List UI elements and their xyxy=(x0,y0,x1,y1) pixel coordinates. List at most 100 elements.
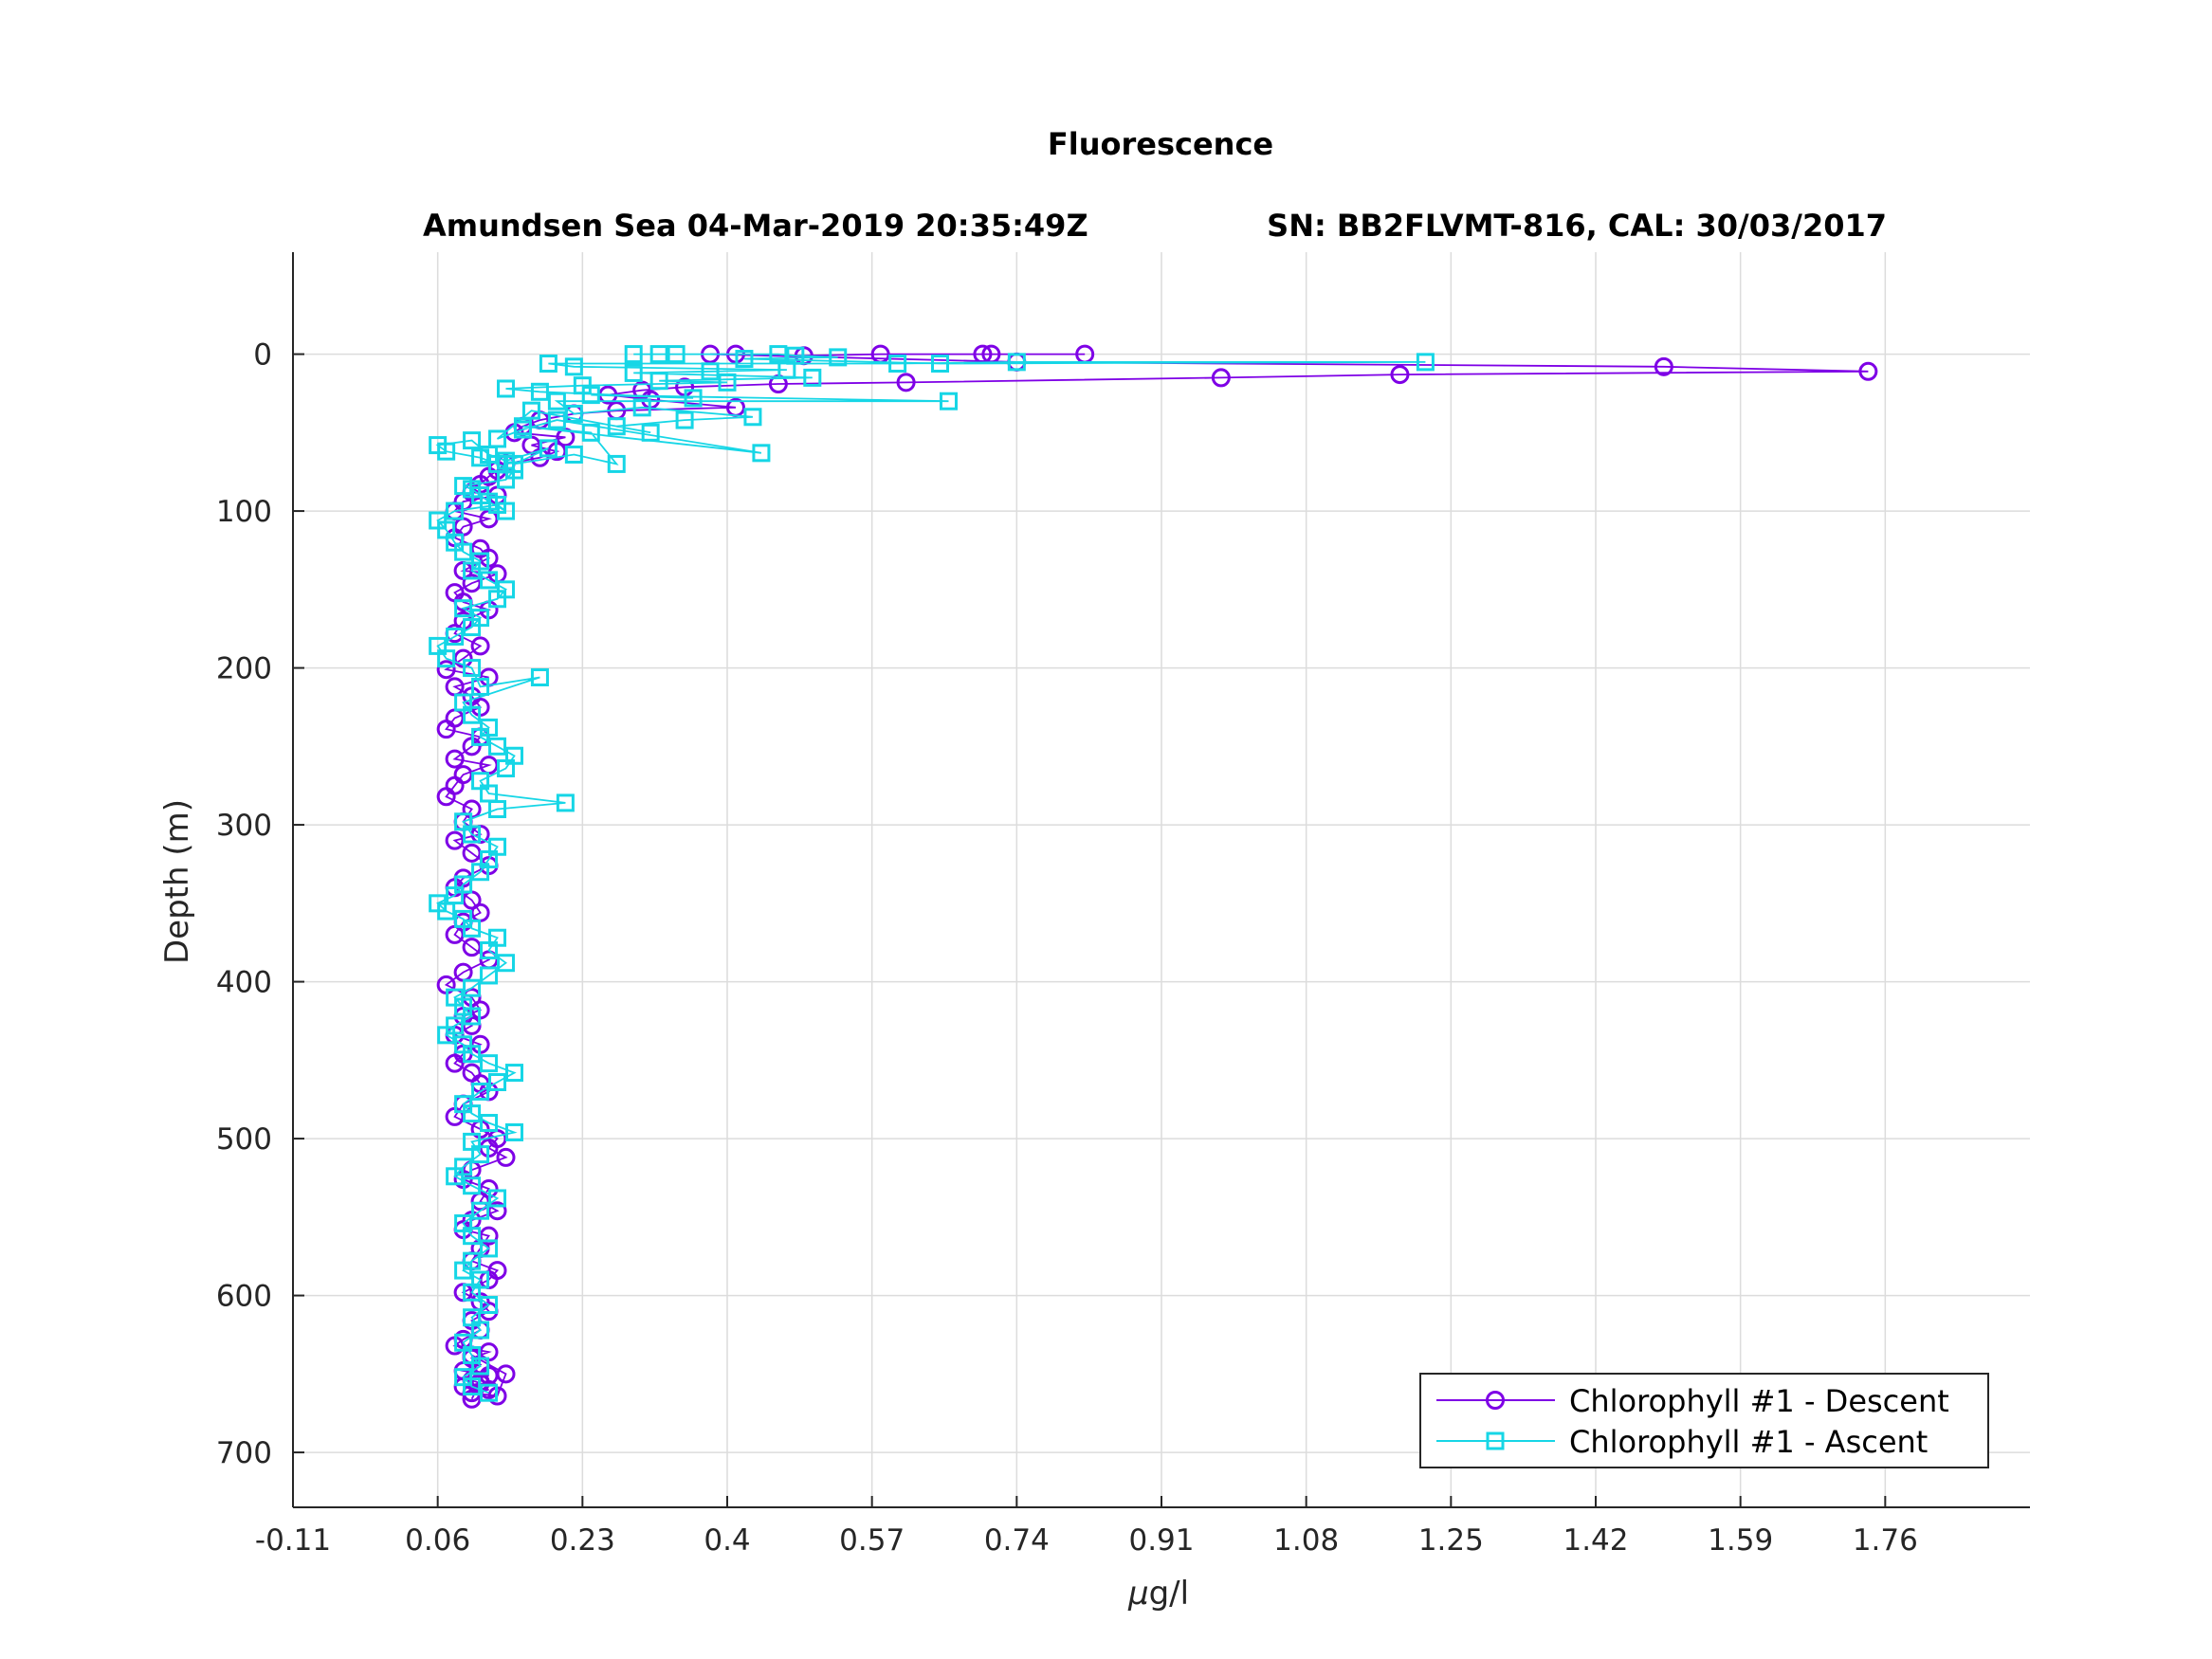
data-point xyxy=(939,392,958,410)
data-point xyxy=(564,404,583,423)
data-point xyxy=(454,1035,473,1054)
data-point xyxy=(429,636,448,655)
legend: Chlorophyll #1 - Descent Chlorophyll #1 … xyxy=(1419,1373,1989,1468)
y-tick-label: 0 xyxy=(253,338,272,373)
chart-subtitle-right: SN: BB2FLVMT-816, CAL: 30/03/2017 xyxy=(1267,208,1887,244)
y-tick-label: 600 xyxy=(216,1280,272,1314)
x-axis-label: μg/l xyxy=(1127,1575,1189,1613)
data-point xyxy=(488,837,507,856)
data-point xyxy=(607,417,626,436)
data-point xyxy=(463,1308,482,1327)
data-point xyxy=(564,357,583,376)
data-point xyxy=(624,363,643,382)
data-point xyxy=(488,737,507,756)
data-point xyxy=(1416,353,1435,372)
y-tick-label: 100 xyxy=(216,495,272,529)
data-point xyxy=(497,379,516,398)
x-ticks: -0.11 0.06 0.23 0.4 0.57 0.74 0.91 1.08 1.25 1.42… xyxy=(255,1496,1918,1558)
data-point xyxy=(497,580,516,599)
y-tick-label: 200 xyxy=(216,652,272,686)
data-point xyxy=(454,1158,473,1176)
data-point xyxy=(931,355,950,374)
data-point xyxy=(446,988,465,1007)
x-tick-label: 0.4 xyxy=(704,1523,750,1558)
data-point xyxy=(446,1016,465,1035)
x-tick-label: 1.76 xyxy=(1853,1523,1918,1558)
x-tick-label: 0.06 xyxy=(405,1523,470,1558)
data-point xyxy=(454,693,473,712)
data-point xyxy=(718,373,737,392)
data-point xyxy=(471,1201,490,1220)
data-point xyxy=(675,410,694,429)
data-point xyxy=(547,392,566,410)
data-point xyxy=(497,501,516,520)
data-point xyxy=(521,401,540,420)
y-axis-label: Depth (m) xyxy=(158,799,196,964)
data-point xyxy=(480,1114,499,1133)
data-point xyxy=(436,660,456,680)
data-point xyxy=(454,1368,473,1387)
data-point xyxy=(480,718,499,737)
data-point xyxy=(896,373,916,392)
x-tick-label: 0.57 xyxy=(839,1523,905,1558)
data-point xyxy=(1211,368,1231,388)
legend-label-ascent: Chlorophyll #1 - Ascent xyxy=(1569,1424,1928,1460)
data-point xyxy=(471,1270,490,1289)
data-point xyxy=(649,372,668,391)
data-point xyxy=(454,1095,473,1114)
data-point xyxy=(454,599,473,618)
data-point xyxy=(803,368,822,387)
data-point xyxy=(1858,361,1878,381)
x-axis-label-suffix: g/l xyxy=(1149,1575,1189,1613)
data-point xyxy=(471,772,490,791)
data-point xyxy=(504,746,523,765)
data-point xyxy=(480,571,499,590)
x-tick-label: 1.59 xyxy=(1708,1523,1773,1558)
data-point xyxy=(445,1053,465,1073)
chart-subtitle-left: Amundsen Sea 04-Mar-2019 20:35:49Z xyxy=(423,208,1088,244)
data-point xyxy=(445,749,465,769)
data-point xyxy=(446,627,465,646)
chart-title: Fluorescence xyxy=(1048,126,1273,162)
data-point xyxy=(480,1054,499,1073)
x-tick-label: 0.91 xyxy=(1128,1523,1194,1558)
y-ticks: 0 100 200 300 400 500 600 700 xyxy=(216,338,304,1470)
data-point xyxy=(488,928,507,947)
data-point xyxy=(470,636,490,656)
data-point xyxy=(429,894,448,913)
data-point xyxy=(701,362,720,381)
data-point xyxy=(496,1364,516,1384)
data-point xyxy=(530,668,549,687)
data-point xyxy=(471,552,490,571)
data-point xyxy=(488,429,507,448)
legend-marker-ascent xyxy=(1486,1431,1505,1450)
data-point xyxy=(539,439,558,458)
legend-box xyxy=(1419,1373,1989,1468)
data-point xyxy=(480,1296,499,1315)
data-point xyxy=(607,454,626,473)
data-point xyxy=(769,345,788,364)
data-point xyxy=(454,1333,473,1352)
x-axis-label-prefix: μ xyxy=(1127,1575,1149,1613)
x-tick-label: 1.42 xyxy=(1563,1523,1628,1558)
data-point xyxy=(564,445,583,464)
data-point xyxy=(454,1213,473,1232)
data-point xyxy=(513,420,532,439)
data-point xyxy=(436,787,456,807)
data-point xyxy=(471,609,490,628)
x-tick-label: 0.23 xyxy=(550,1523,615,1558)
data-point xyxy=(684,389,703,408)
data-point xyxy=(454,875,473,894)
data-point xyxy=(641,423,660,442)
x-tick-label: 0.74 xyxy=(984,1523,1050,1558)
data-point xyxy=(581,423,600,442)
x-tick-label: 1.25 xyxy=(1418,1523,1484,1558)
data-point xyxy=(463,659,482,678)
data-point xyxy=(463,1132,482,1151)
data-point xyxy=(429,436,448,455)
grid-lines xyxy=(292,252,2030,1507)
data-point xyxy=(454,909,473,928)
data-point xyxy=(539,355,558,374)
series-2 xyxy=(429,345,1435,1402)
data-point xyxy=(888,355,907,374)
